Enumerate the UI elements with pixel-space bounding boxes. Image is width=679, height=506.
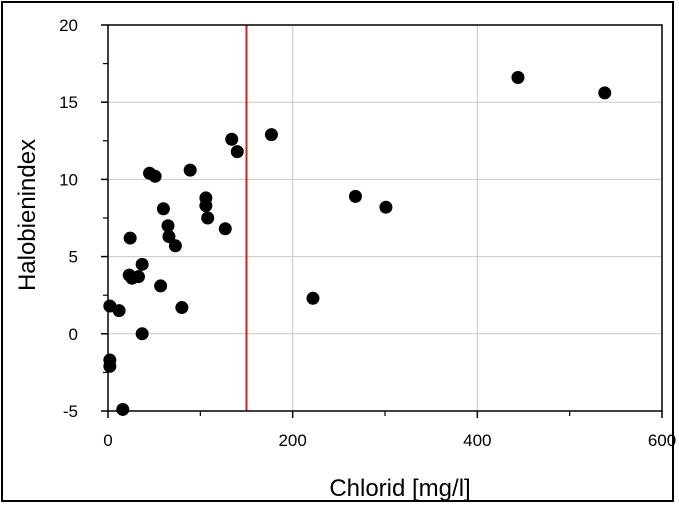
x-tick-labels: 0 200 400 600 [103,431,676,450]
y-tick-label: 20 [59,16,78,35]
data-point [598,86,612,100]
data-point [154,279,168,293]
data-point [218,222,232,236]
data-point [162,230,176,244]
y-tick-label: 15 [59,93,78,112]
data-point [183,163,197,177]
data-point [201,211,215,225]
x-tick-label: 0 [103,431,112,450]
data-point [199,199,213,213]
data-point [112,304,126,318]
data-point [379,200,393,214]
data-point [135,327,149,341]
data-point [148,169,162,183]
data-point [161,219,175,233]
data-points [103,70,612,416]
x-tick-label: 600 [648,431,676,450]
x-tick-label: 200 [278,431,306,450]
data-point [230,145,244,159]
data-point [168,239,182,253]
axis-ticks [101,24,663,418]
y-tick-label: 0 [69,325,78,344]
y-tick-label: -5 [63,402,78,421]
y-tick-label: 5 [69,248,78,267]
data-point [306,291,320,305]
x-tick-label: 400 [463,431,491,450]
data-point [156,202,170,216]
y-tick-labels: -5 0 5 10 15 20 [59,16,78,421]
data-point [348,189,362,203]
data-point [135,257,149,271]
data-point [175,301,189,315]
grid-lines [108,25,662,411]
x-axis-title: Chlorid [mg/l] [329,475,470,502]
y-tick-label: 10 [59,170,78,189]
plot-area [107,24,663,412]
data-point [511,70,525,84]
data-point [225,132,239,146]
data-point [116,402,130,416]
data-point [264,128,278,142]
data-point [123,231,137,245]
y-axis-title: Halobienindex [14,139,41,291]
data-point [103,353,117,367]
data-point [131,270,145,284]
